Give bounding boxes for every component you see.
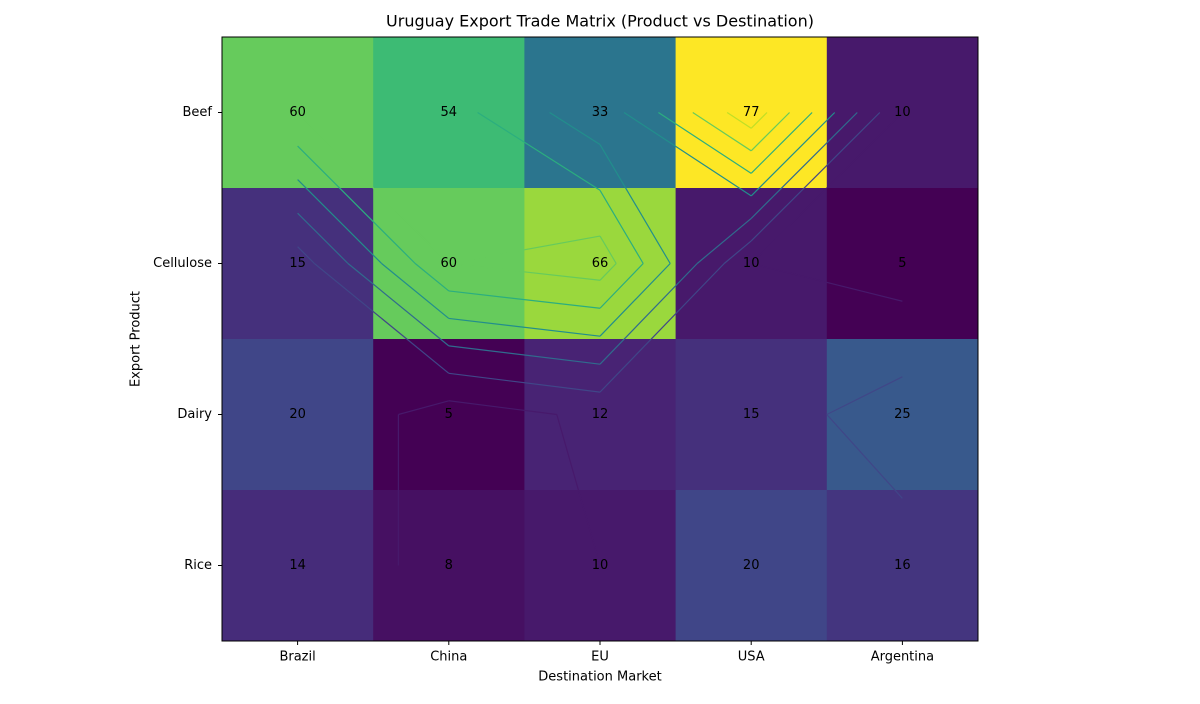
cell-label: 12 [592, 407, 609, 422]
x-tick-label: Brazil [279, 650, 315, 665]
cell-label: 10 [592, 558, 609, 573]
contour-line [599, 263, 698, 365]
heat-cell [675, 339, 828, 491]
contour-line [623, 111, 752, 197]
cell-label: 8 [445, 558, 453, 573]
cell-label: 5 [445, 407, 453, 422]
y-tick-label: Dairy [177, 407, 212, 422]
contour-line [599, 235, 617, 264]
contour-line [599, 263, 725, 393]
contour-line [297, 212, 349, 264]
cell-label: 66 [592, 256, 609, 271]
contour-line [750, 112, 836, 197]
contour-line [826, 414, 903, 499]
contour-line [556, 414, 601, 566]
contour-line [599, 263, 617, 281]
contour-line [599, 189, 644, 264]
contour-line [414, 263, 450, 292]
cell-label: 15 [289, 256, 306, 271]
x-axis-label: Destination Market [538, 670, 661, 685]
contour-line [750, 112, 881, 242]
contour-line [477, 111, 601, 191]
contour-line [750, 112, 858, 219]
contour-line [599, 144, 671, 264]
contour-line [658, 111, 752, 174]
contour-line [750, 112, 903, 264]
cell-label: 33 [592, 105, 609, 120]
x-tick-label: EU [591, 650, 609, 665]
cell-label: 60 [441, 256, 458, 271]
y-axis-label: Export Product [129, 291, 144, 387]
contour-line [297, 112, 450, 264]
contour-line [692, 111, 752, 152]
cell-label: 14 [289, 558, 306, 573]
x-tick-label: Argentina [871, 650, 934, 665]
cell-label: 77 [743, 105, 760, 120]
heat-cell [675, 490, 828, 642]
contour-line [398, 400, 449, 416]
cell-label: 5 [898, 256, 906, 271]
heat-cell [373, 37, 525, 189]
contour-line [448, 235, 601, 265]
contour-line [750, 112, 768, 129]
contour-line [599, 263, 671, 337]
cell-label: 60 [289, 105, 306, 120]
y-tick-label: Rice [184, 558, 212, 573]
cell-label: 20 [289, 407, 306, 422]
cell-label: 54 [441, 105, 458, 120]
contour-line [723, 240, 752, 264]
y-tick-label: Beef [183, 105, 213, 120]
contour-line [751, 262, 903, 302]
contour-line [381, 263, 450, 319]
contour-line [448, 262, 601, 281]
heat-cell [222, 339, 374, 491]
contour-line [448, 372, 601, 393]
cell-label: 16 [894, 558, 911, 573]
contour-line [347, 263, 450, 347]
contour-line [448, 290, 601, 309]
heat-cell [222, 490, 374, 642]
contour-line [549, 111, 601, 146]
contour-line [696, 217, 752, 264]
contour-line [826, 376, 903, 416]
cell-label: 15 [743, 407, 760, 422]
contour-line [448, 317, 601, 337]
contour-line [750, 112, 813, 174]
contour-line [297, 179, 383, 264]
heat-cell [524, 188, 677, 340]
cell-label: 25 [894, 407, 911, 422]
heat-cell [826, 339, 979, 491]
x-tick-label: China [430, 650, 467, 665]
contour-line [314, 263, 450, 374]
contour-line [448, 345, 601, 365]
heat-cell [826, 188, 979, 340]
contour-line [599, 263, 644, 309]
chart-title: Uruguay Export Trade Matrix (Product vs … [386, 12, 814, 31]
heat-cell [826, 490, 979, 642]
x-tick-label: USA [738, 650, 765, 665]
contour-line [297, 246, 315, 264]
cell-label: 10 [743, 256, 760, 271]
contour-line [750, 112, 790, 152]
heat-cell [524, 490, 677, 642]
cell-label: 10 [894, 105, 911, 120]
cell-label: 20 [743, 558, 760, 573]
contour-line [297, 145, 416, 264]
contour-line [726, 111, 752, 129]
y-tick-label: Cellulose [153, 256, 212, 271]
contour-line [448, 400, 557, 416]
